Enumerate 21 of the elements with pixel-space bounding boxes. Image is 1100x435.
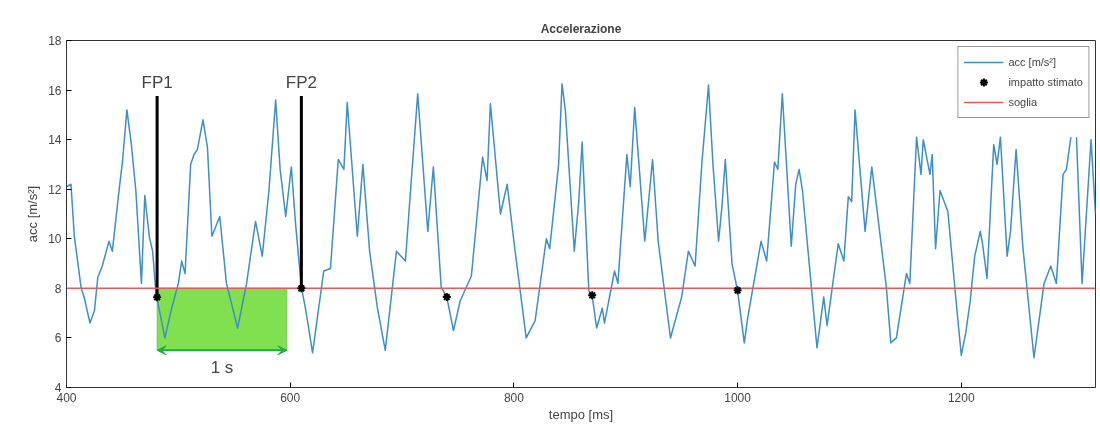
y-axis-title: acc [m/s²]: [25, 185, 41, 243]
y-tick-label: 8: [54, 281, 62, 296]
annotation: FP2: [285, 73, 317, 93]
legend-label: acc [m/s²]: [1008, 56, 1057, 68]
y-tick-label: 12: [48, 182, 62, 197]
y-tick-label: 16: [48, 83, 62, 98]
x-tick-label: 800: [503, 390, 525, 405]
y-tick-label: 6: [54, 331, 62, 346]
y-tick-label: 14: [48, 133, 62, 148]
band-label: 1 s: [210, 358, 234, 378]
x-tick-label: 400: [56, 390, 77, 405]
legend-label: soglia: [1008, 96, 1038, 108]
y-tick-label: 18: [48, 34, 62, 48]
y-tick-label: 10: [48, 232, 62, 247]
chart-title: Accelerazione: [540, 21, 622, 36]
x-axis-title: tempo [ms]: [548, 406, 614, 422]
x-tick-label: 600: [280, 390, 301, 405]
legend-label: impatto stimato: [1008, 76, 1083, 88]
x-tick-label: 1200: [947, 390, 975, 405]
annotation: FP1: [141, 73, 173, 93]
x-tick-label: 1000: [724, 390, 752, 405]
